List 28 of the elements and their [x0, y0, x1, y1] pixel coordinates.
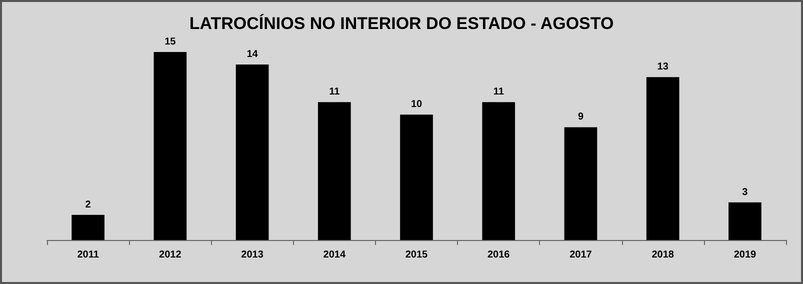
x-tick-label: 2012: [159, 250, 182, 260]
bar: [728, 202, 762, 240]
data-label: 2: [85, 199, 92, 210]
x-tick-label: 2016: [487, 250, 510, 260]
data-label: 13: [657, 62, 669, 73]
data-label: 10: [410, 99, 422, 110]
data-label: 14: [246, 49, 258, 60]
data-label: 3: [742, 186, 748, 198]
x-tick-label: 2011: [77, 250, 100, 260]
bar: [72, 214, 104, 240]
data-label: 11: [493, 86, 504, 98]
x-tick-label: 2019: [734, 250, 757, 260]
bar: [236, 64, 269, 240]
chart-title: LATROCÍNIOS NO INTERIOR DO ESTADO - AGOSTO: [189, 13, 614, 33]
x-tick-label: 2013: [241, 250, 264, 260]
bar: [482, 102, 516, 240]
x-tick-label: 2014: [323, 250, 346, 260]
bar: [646, 77, 680, 240]
bar: [400, 114, 433, 240]
bar: [154, 52, 187, 240]
data-label: 9: [578, 112, 584, 123]
bar: [564, 127, 598, 240]
x-tick-label: 2015: [405, 250, 428, 260]
x-tick-label: 2018: [652, 250, 674, 260]
data-label: 11: [329, 86, 340, 98]
x-tick-label: 2017: [570, 250, 592, 260]
bar: [318, 102, 351, 240]
data-label: 15: [164, 36, 176, 48]
